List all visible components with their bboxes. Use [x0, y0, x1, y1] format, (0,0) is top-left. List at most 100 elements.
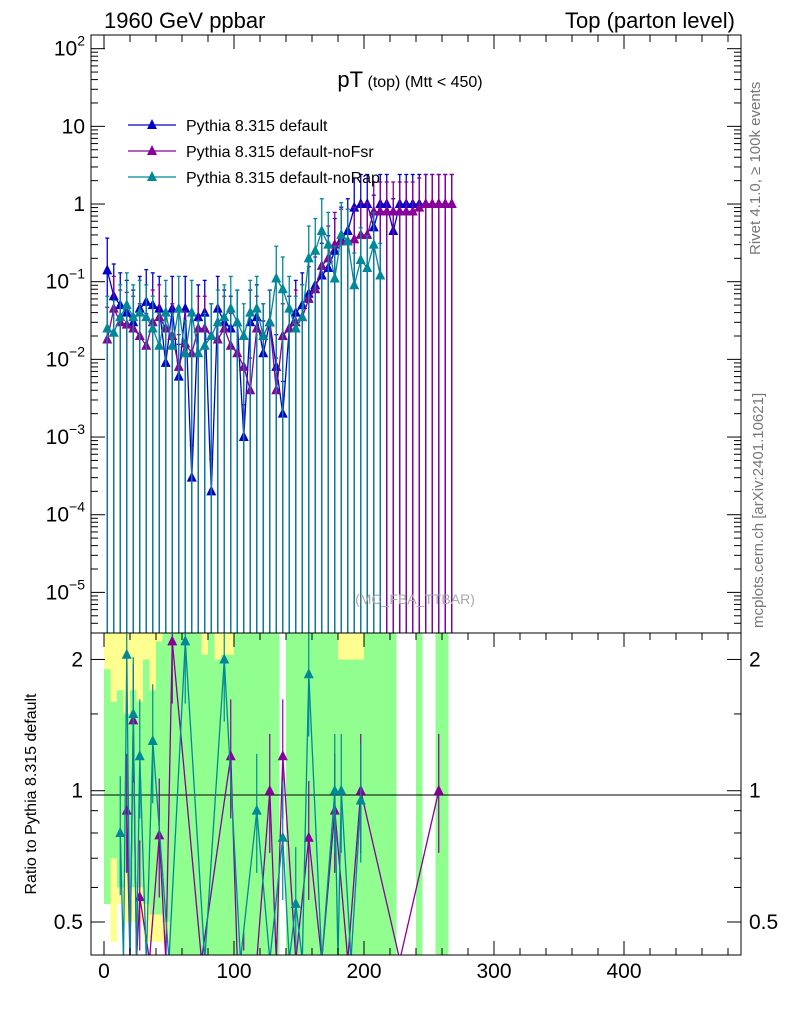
legend-marker [147, 171, 157, 181]
ratio-point-marker [303, 831, 314, 842]
ratio-point-marker [167, 635, 178, 646]
legend-marker [147, 145, 157, 155]
green-band [286, 633, 293, 955]
data-point-marker [362, 262, 373, 273]
green-band [344, 659, 351, 955]
ratio-point-marker [303, 668, 314, 679]
tick-base: 10 [46, 581, 69, 604]
green-band [299, 633, 306, 955]
green-band [240, 633, 247, 955]
ratio-point-marker [225, 750, 236, 761]
ratio-point-marker [147, 735, 158, 746]
green-band [364, 633, 371, 955]
data-point-marker [401, 205, 412, 216]
tick-exponent: −3 [69, 421, 85, 437]
green-band [130, 690, 137, 888]
top-y-tick-label: 10−2 [46, 343, 86, 371]
top-series-1 [102, 173, 457, 633]
data-point-marker [167, 339, 178, 350]
top-series-3 [102, 198, 386, 633]
ratio-point-marker [180, 635, 191, 646]
green-band [110, 701, 117, 859]
green-band [318, 633, 325, 955]
ratio-point-marker [128, 707, 139, 718]
ratio-point-marker [277, 831, 288, 842]
data-point-marker [440, 198, 451, 209]
ratio-point-marker [329, 784, 340, 795]
data-point-marker [271, 272, 282, 283]
ratio-y-tick-label-right: 2 [749, 648, 761, 671]
top-y-tick-label: 10−5 [46, 576, 86, 604]
data-point-marker [375, 205, 386, 216]
data-point-marker [108, 326, 119, 337]
ratio-series-group [115, 633, 444, 955]
ratio-point-marker [290, 897, 301, 908]
data-point-marker [414, 201, 425, 212]
data-point-marker [349, 279, 360, 290]
green-band [247, 633, 254, 955]
data-point-marker [407, 205, 418, 216]
green-band [104, 669, 111, 904]
series-line [106, 203, 452, 492]
data-point-marker [225, 302, 236, 313]
green-band [201, 654, 208, 955]
data-point-marker [264, 316, 275, 327]
data-point-marker [141, 311, 152, 322]
data-point-marker [303, 252, 314, 263]
data-point-marker [206, 329, 217, 340]
data-point-marker [427, 198, 438, 209]
data-point-marker [251, 302, 262, 313]
data-point-marker [323, 238, 334, 249]
green-band [442, 633, 449, 955]
top-plot-title: pT (top) (Mtt < 450) [337, 67, 482, 92]
top-y-tick-label: 10−3 [46, 421, 86, 449]
data-point-marker [258, 329, 269, 340]
ratio-y-axis-label: Ratio to Pythia 8.315 default [23, 693, 40, 895]
data-point-marker [394, 205, 405, 216]
ratio-y-tick-label-left: 1 [71, 780, 83, 803]
ratio-point-marker [433, 784, 444, 795]
data-point-marker [355, 254, 366, 265]
ratio-axes: 2 2 1 1 0.5 0.5 0 100 200 300 400 [54, 633, 778, 983]
green-band [188, 633, 195, 955]
data-point-marker [180, 347, 191, 358]
tick-base: 10 [46, 426, 69, 449]
legend-label: Pythia 8.315 default [186, 118, 328, 135]
data-point-marker [147, 322, 158, 333]
data-point-marker [284, 302, 295, 313]
ratio-point-marker [134, 750, 145, 761]
data-point-marker [420, 198, 431, 209]
data-point-marker [290, 322, 301, 333]
data-point-marker [433, 198, 444, 209]
tick-base: 10 [54, 38, 77, 61]
top-y-tick-label: 102 [54, 33, 85, 61]
data-point-marker [102, 264, 113, 275]
ratio-point-marker [219, 653, 230, 664]
data-point-marker [121, 299, 132, 310]
data-point-marker [128, 311, 139, 322]
ratio-point-marker [264, 784, 275, 795]
data-point-marker [329, 238, 340, 249]
data-point-marker [368, 205, 379, 216]
data-point-marker [388, 205, 399, 216]
header-left-label: 1960 GeV ppbar [104, 8, 265, 33]
data-point-marker [310, 244, 321, 255]
ratio-y-tick-label-right: 0.5 [749, 911, 778, 934]
data-point-marker [446, 198, 457, 209]
data-point-marker [193, 347, 204, 358]
tick-exponent: 2 [77, 33, 85, 49]
green-band [273, 633, 280, 955]
green-band [325, 633, 332, 955]
green-band [292, 633, 299, 955]
ratio-point-marker [115, 826, 126, 837]
data-point-marker [342, 235, 353, 246]
legend-marker [147, 119, 157, 129]
green-band [162, 633, 169, 922]
ratio-point-marker [251, 804, 262, 815]
green-band [208, 633, 215, 955]
tick-base: 10 [46, 504, 69, 527]
data-point-marker [238, 329, 249, 340]
tick-base: 10 [46, 348, 69, 371]
